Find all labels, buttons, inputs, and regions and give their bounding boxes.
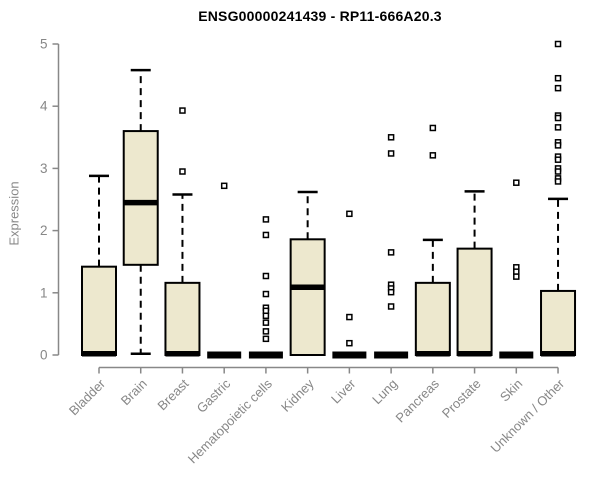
x-tick-label-pancreas: Pancreas [393, 376, 443, 426]
outlier-pancreas-1 [429, 152, 437, 159]
outlier-lung-5 [387, 288, 395, 296]
box-brain [122, 130, 159, 266]
flat-box-hematopoietic-cells [248, 351, 283, 359]
y-tick-label-3: 3 [40, 161, 48, 176]
flat-box-skin [499, 351, 534, 359]
outlier-unknown-other-4 [554, 114, 562, 122]
y-tick-label-2: 2 [40, 223, 48, 238]
outlier-lung-1 [387, 150, 395, 157]
outlier-skin-3 [513, 273, 520, 280]
box-pancreas [414, 281, 451, 356]
outlier-hematopoietic-cells-7 [262, 319, 270, 326]
outlier-breast-0 [179, 107, 186, 114]
box-unknown-other [540, 289, 577, 356]
x-tick-label-brain: Brain [118, 376, 150, 408]
box-prostate [456, 247, 493, 356]
outlier-skin-0 [513, 179, 520, 186]
outlier-breast-1 [179, 168, 186, 175]
y-tick-label-1: 1 [40, 285, 48, 300]
outlier-unknown-other-1 [554, 74, 562, 82]
x-tick-label-bladder: Bladder [66, 376, 109, 419]
outlier-unknown-other-2 [554, 84, 562, 92]
outlier-unknown-other-13 [554, 178, 562, 185]
flat-box-lung [374, 351, 409, 359]
outlier-unknown-other-0 [554, 40, 562, 48]
outlier-unknown-other-5 [554, 124, 562, 131]
x-tick-label-breast: Breast [154, 376, 191, 413]
outlier-lung-2 [387, 249, 395, 256]
x-tick-label-skin: Skin [497, 376, 525, 404]
outlier-liver-0 [346, 210, 353, 218]
outlier-hematopoietic-cells-1 [262, 231, 270, 239]
flat-box-liver [332, 351, 367, 359]
outlier-lung-0 [387, 134, 395, 141]
outlier-hematopoietic-cells-8 [262, 328, 270, 335]
box-breast [164, 281, 201, 356]
outlier-unknown-other-7 [554, 142, 562, 149]
x-tick-label-liver: Liver [328, 376, 359, 407]
outlier-unknown-other-11 [554, 168, 562, 175]
x-tick-label-gastric: Gastric [194, 376, 234, 416]
x-tick-label-kidney: Kidney [278, 376, 317, 415]
outlier-liver-1 [346, 313, 353, 321]
outlier-hematopoietic-cells-2 [262, 272, 270, 280]
outlier-liver-2 [346, 339, 353, 347]
outlier-hematopoietic-cells-3 [262, 290, 270, 298]
outlier-hematopoietic-cells-9 [262, 335, 270, 343]
flat-box-gastric [207, 351, 242, 359]
box-kidney [289, 238, 326, 356]
outlier-lung-6 [387, 303, 395, 310]
outlier-pancreas-0 [429, 124, 437, 132]
outlier-unknown-other-9 [554, 156, 562, 163]
chart-title: ENSG00000241439 - RP11-666A20.3 [198, 8, 442, 24]
outlier-hematopoietic-cells-6 [262, 312, 270, 320]
x-tick-label-unknown-other: Unknown / Other [488, 376, 568, 456]
y-tick-label-5: 5 [40, 37, 48, 52]
x-tick-label-prostate: Prostate [439, 376, 484, 421]
box-bladder [81, 265, 117, 356]
y-tick-label-0: 0 [40, 348, 48, 363]
x-tick-label-lung: Lung [369, 376, 400, 407]
outlier-gastric-0 [220, 182, 228, 190]
y-tick-label-4: 4 [40, 99, 48, 114]
outlier-hematopoietic-cells-0 [262, 216, 270, 223]
